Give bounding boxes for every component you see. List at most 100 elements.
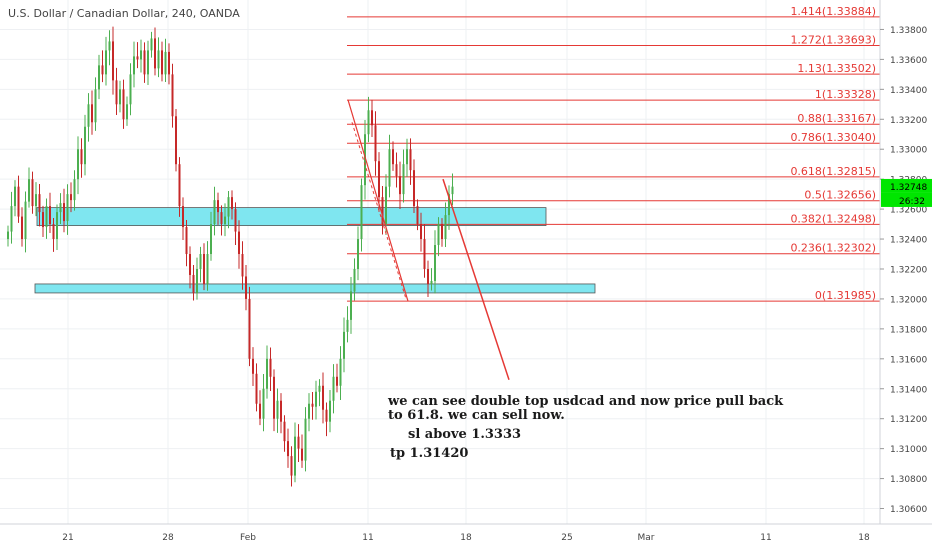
candle-body: [262, 388, 265, 419]
chart-title: U.S. Dollar / Canadian Dollar, 240, OAND…: [8, 7, 240, 20]
candle-body: [231, 197, 233, 210]
price-tick-label: 1.32200: [890, 265, 927, 275]
candle-body: [350, 291, 352, 320]
candle-body: [31, 179, 34, 207]
stop-loss-note: sl above 1.3333: [408, 427, 522, 442]
candle-body: [392, 149, 394, 165]
candle-body: [56, 212, 58, 240]
fib-level-label: 1.272(1.33693): [790, 33, 876, 46]
candle-body: [217, 200, 219, 213]
candle-body: [395, 164, 398, 177]
candle-body: [357, 239, 359, 269]
current-price-label: 1.32748: [890, 183, 927, 193]
fib-level-label: 0.786(1.33040): [790, 131, 876, 144]
fibonacci-retracement[interactable]: 1.414(1.33884) 1.272(1.33693) 1.13(1.33502…: [347, 5, 880, 302]
price-tick-label: 1.30600: [890, 505, 927, 515]
candle-body: [427, 268, 429, 284]
fib-level-label: 0.88(1.33167): [797, 112, 876, 125]
price-axis-bg: [880, 0, 932, 524]
bar-timer-badge: [881, 192, 932, 207]
candle-body: [115, 80, 118, 105]
candle-body: [360, 185, 363, 240]
candle-body: [329, 400, 331, 422]
price-tick-label: 1.31800: [890, 325, 927, 335]
candles-layer: [7, 26, 454, 487]
candle-body: [343, 331, 345, 359]
candle-body: [364, 134, 366, 186]
candle-body: [332, 376, 335, 401]
candle-body: [280, 400, 282, 422]
candle-body: [367, 110, 370, 135]
candle-body: [94, 89, 97, 123]
candle-body: [196, 268, 198, 293]
candle-body: [437, 224, 440, 246]
candle-body: [38, 194, 41, 213]
price-tick-label: 1.33400: [890, 86, 927, 96]
candle-body: [52, 224, 55, 240]
chart-grid: [0, 0, 880, 524]
time-axis[interactable]: 21 28 Feb 11 18 25 Mar 11 18: [0, 523, 932, 550]
candle-body: [259, 403, 261, 419]
fib-trend-dashed: [351, 122, 407, 300]
candle-body: [189, 254, 191, 275]
price-tick-label: 1.33600: [890, 56, 927, 66]
zones-layer: [34, 207, 596, 294]
candle-body: [241, 254, 244, 277]
candle-body: [140, 50, 142, 60]
price-tick-label: 1.31600: [890, 355, 927, 365]
candle-body: [14, 186, 16, 207]
candle-body: [91, 104, 93, 123]
candle-body: [378, 161, 380, 198]
candle-body: [234, 209, 237, 232]
candle-body: [143, 50, 146, 75]
time-tick-label: 11: [362, 533, 373, 543]
candle-body: [399, 176, 401, 195]
candle-body: [161, 50, 163, 75]
candle-body: [24, 201, 27, 240]
analysis-note: we can see double top usdcad and now pri…: [388, 394, 784, 423]
time-tick-label: 25: [561, 533, 572, 543]
candle-body: [388, 149, 391, 187]
time-tick-label: 28: [162, 533, 174, 543]
price-tick-label: 1.33000: [890, 146, 927, 156]
price-axis[interactable]: 1.338001.336001.334001.332001.330001.328…: [879, 0, 932, 524]
candle-body: [112, 41, 114, 81]
candle-body: [304, 418, 307, 461]
candle-body: [28, 179, 30, 202]
candle-body: [182, 206, 184, 228]
candle-body: [297, 436, 300, 449]
candle-body: [80, 149, 83, 165]
candle-body: [283, 421, 286, 442]
fib-level-label: 1(1.33328): [815, 88, 876, 101]
candle-body: [430, 280, 433, 284]
time-tick-label: Mar: [638, 533, 655, 543]
candle-body: [164, 51, 167, 75]
candle-body: [154, 38, 156, 69]
candle-body: [266, 358, 268, 389]
trend-drawings[interactable]: [347, 99, 510, 381]
support-zone[interactable]: [34, 283, 596, 294]
candle-body: [406, 149, 408, 165]
projection-line[interactable]: [442, 178, 510, 381]
candle-body: [224, 216, 226, 225]
candle-body: [273, 376, 275, 419]
price-tick-label: 1.31200: [890, 415, 927, 425]
candle-body: [451, 186, 454, 195]
candle-body: [276, 400, 279, 419]
candle-body: [402, 164, 405, 195]
candle-body: [133, 56, 135, 75]
candle-body: [287, 441, 289, 457]
candle-body: [448, 194, 450, 216]
bar-timer-label: 26:32: [899, 197, 925, 207]
candle-body: [59, 203, 62, 213]
candle-body: [63, 203, 65, 222]
price-tick-label: 1.32000: [890, 295, 927, 305]
fib-trend-line[interactable]: [347, 99, 409, 302]
candle-body: [171, 74, 174, 117]
resistance-zone[interactable]: [36, 207, 547, 226]
candle-body: [98, 65, 100, 90]
current-price-badge: [881, 178, 932, 193]
candle-body: [255, 373, 258, 404]
fib-level-label: 0.618(1.32815): [790, 165, 876, 178]
